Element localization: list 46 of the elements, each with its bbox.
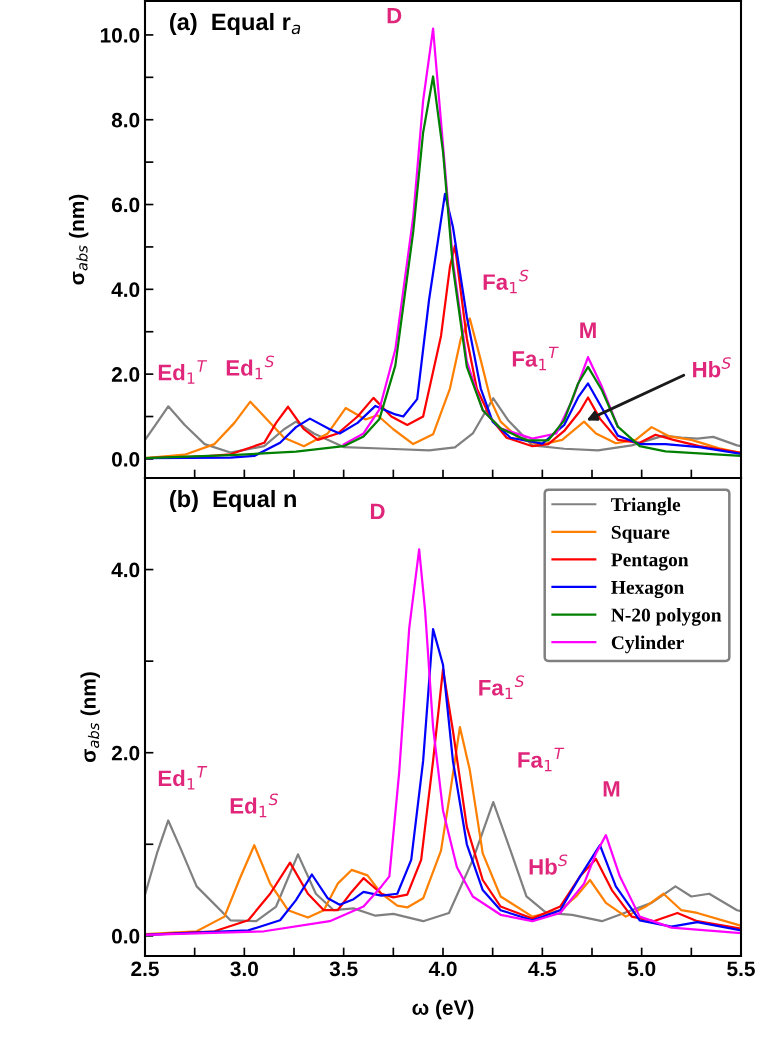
chart-title: (a) Equal r$_{a}$ — [170, 12, 301, 35]
x-tick-label: 4.0 — [428, 961, 457, 977]
y-axis-title: σ$_{abs}$ (nm) — [68, 194, 89, 285]
line-series — [145, 725, 741, 936]
annotation: Ed$_{1}$$^{S}$ — [230, 793, 278, 818]
x-tick-label: 5.5 — [727, 961, 755, 977]
legend-label: Pentagon — [611, 553, 689, 571]
annotation: D — [370, 503, 385, 520]
annotation: Fa$_{1}$$^{S}$ — [483, 269, 529, 294]
annotation: Ed$_{1}$$^{S}$ — [226, 355, 274, 380]
annotation: Fa$_{1}$$^{T}$ — [518, 747, 565, 772]
annotation: M — [580, 322, 596, 338]
y-tick-label: 2.0 — [111, 745, 140, 761]
x-tick-label: 4.5 — [528, 961, 557, 977]
x-tick-label: 3.0 — [230, 961, 258, 977]
annotation: Hb$^{S}$ — [529, 854, 568, 875]
y-tick-label: 2.0 — [111, 367, 140, 382]
line-series — [145, 75, 741, 460]
y-tick-label: 0.0 — [112, 928, 140, 944]
x-axis-title: ω (eV) — [412, 999, 474, 1020]
y-tick-label: 4.0 — [111, 282, 140, 298]
annotation: Fa$_{1}$$^{S}$ — [479, 675, 525, 700]
y-tick-label: 4.0 — [111, 562, 140, 578]
annotation: Hb$^{S}$ — [693, 357, 731, 378]
y-tick-label: 6.0 — [111, 197, 140, 213]
annotation: M — [603, 781, 620, 797]
legend-label: Square — [611, 525, 670, 543]
x-tick-label: 2.5 — [131, 961, 159, 977]
x-tick-label: 5.0 — [627, 961, 656, 977]
annotation: D — [387, 7, 402, 24]
legend-label: Hexagon — [611, 581, 684, 599]
line-series — [145, 397, 741, 454]
annotation: Ed$_{1}$$^{T}$ — [158, 766, 208, 790]
annotation: Ed$_{1}$$^{T}$ — [158, 360, 208, 384]
y-tick-label: 10.0 — [100, 27, 140, 43]
legend-label: Triangle — [611, 497, 681, 516]
legend-label: N-20 polygon — [611, 607, 722, 626]
annotation: Fa$_{1}$$^{T}$ — [512, 346, 559, 371]
x-tick-label: 3.5 — [329, 961, 358, 977]
chart-title: (b) Equal n — [170, 489, 296, 512]
legend-label: Cylinder — [611, 635, 684, 654]
line-series — [145, 548, 741, 937]
y-tick-label: 0.0 — [112, 451, 140, 467]
line-series — [342, 27, 619, 446]
y-axis-title: σ$_{abs}$ (nm) — [80, 672, 100, 763]
y-tick-label: 8.0 — [111, 112, 140, 128]
